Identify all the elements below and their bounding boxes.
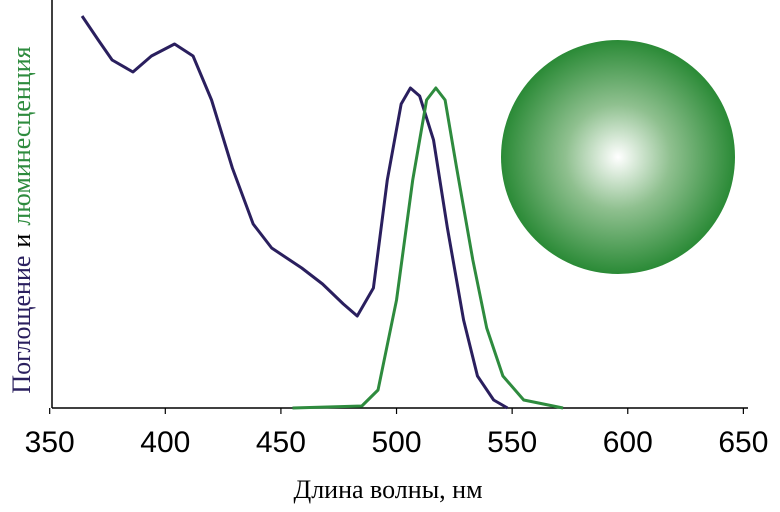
x-tick-label: 500 (372, 426, 422, 459)
x-tick-label: 600 (603, 426, 653, 459)
y-label-part: люминесценция (7, 46, 36, 225)
y-label-part: и (7, 234, 36, 248)
green-sphere (501, 40, 735, 274)
x-axis-label: Длина волны, нм (293, 475, 482, 504)
x-tick-label: 450 (256, 426, 306, 459)
x-tick-label: 350 (25, 426, 75, 459)
x-tick-label: 650 (718, 426, 768, 459)
spectrum-line (292, 86, 564, 410)
y-axis-label: Поглощение и люминесценция (7, 46, 36, 393)
y-label-part: Поглощение (7, 256, 36, 394)
x-tick-label: 400 (140, 426, 190, 459)
x-tick-label: 550 (487, 426, 537, 459)
spectrum-line (80, 15, 509, 410)
